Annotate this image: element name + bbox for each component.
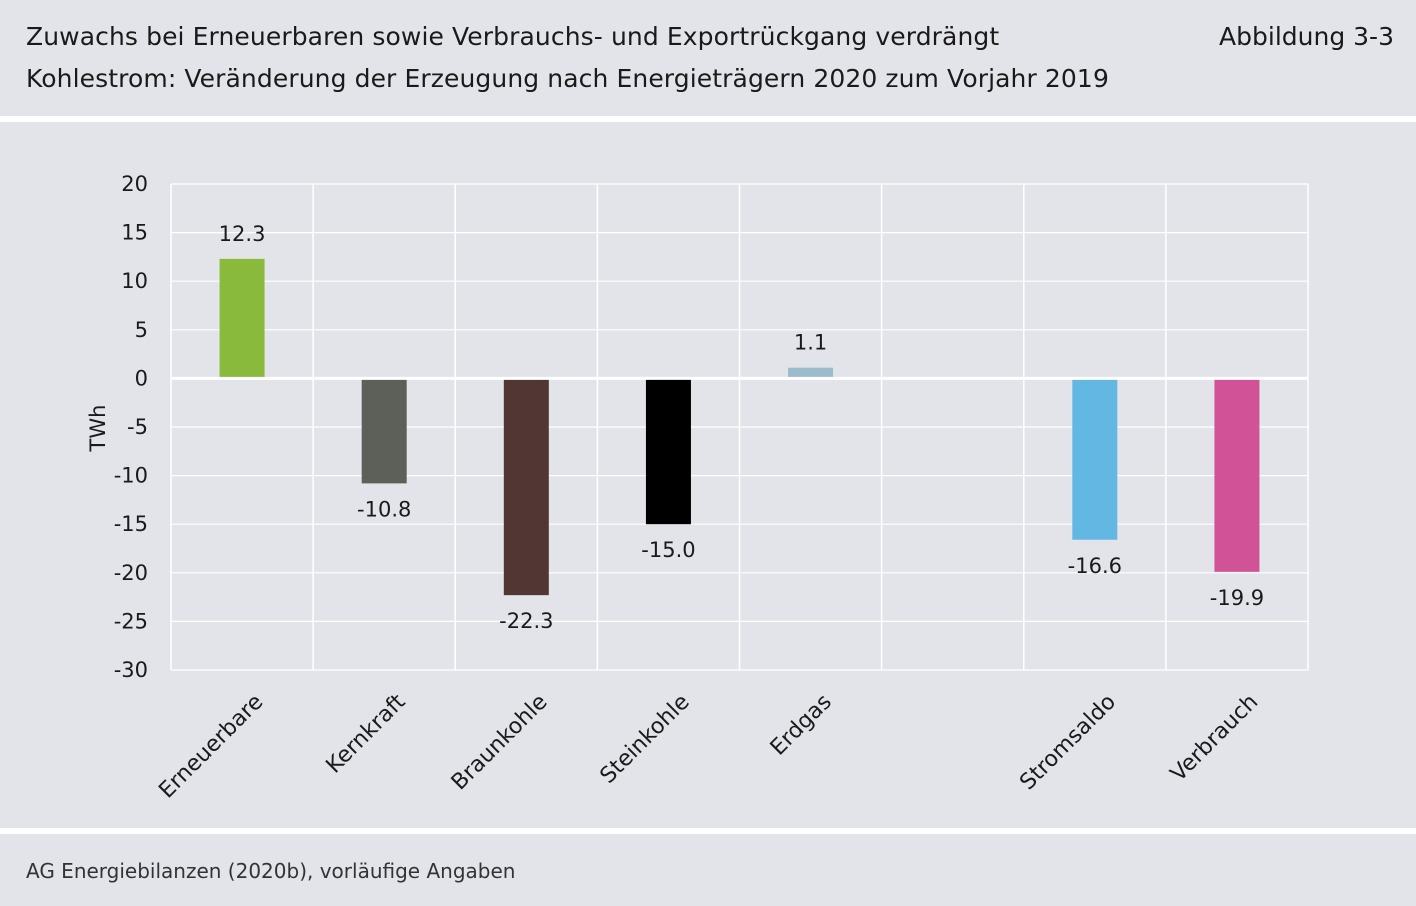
header: Zuwachs bei Erneuerbaren sowie Verbrauch… <box>0 0 1416 116</box>
bar <box>645 378 691 525</box>
data-label: -16.6 <box>1068 554 1122 578</box>
y-tick-label: 0 <box>135 366 148 390</box>
y-axis-label: TWh <box>86 405 110 453</box>
x-tick-label: Stromsaldo <box>1015 690 1121 796</box>
data-label: -19.9 <box>1210 586 1264 610</box>
bar-chart: 20 15 10 5 0 -5 -10 -15 -20 -25 -30 TWh 12.3 -10.8 -22… <box>86 172 1309 804</box>
y-tick-label: -20 <box>114 561 148 585</box>
y-tick-label: -25 <box>114 609 148 633</box>
chart-title-line-1: Zuwachs bei Erneuerbaren sowie Verbrauch… <box>26 22 1000 51</box>
chart-panel: 20 15 10 5 0 -5 -10 -15 -20 -25 -30 TWh 12.3 -10.8 -22… <box>0 122 1416 828</box>
data-label: 12.3 <box>219 222 266 246</box>
y-tick-label: -15 <box>114 512 148 536</box>
x-tick-label: Erneuerbare <box>154 690 268 804</box>
y-tick-label: -30 <box>114 658 148 682</box>
y-tick-label: 10 <box>121 269 148 293</box>
y-tick-label: 5 <box>135 318 148 342</box>
y-tick-label: 20 <box>121 172 148 196</box>
y-tick-label: -10 <box>114 464 148 488</box>
bar <box>1072 378 1118 540</box>
y-tick-label: 15 <box>121 221 148 245</box>
chart-title-line-2: Kohlestrom: Veränderung der Erzeugung na… <box>26 64 1109 93</box>
x-tick-label: Kernkraft <box>322 689 411 778</box>
bar <box>788 367 834 379</box>
bar <box>503 378 549 596</box>
footer: AG Energiebilanzen (2020b), vorläufige A… <box>0 834 1416 906</box>
data-label: -22.3 <box>499 609 553 633</box>
bar <box>219 258 265 379</box>
data-label: -10.8 <box>357 497 411 521</box>
data-label: -15.0 <box>641 538 695 562</box>
x-tick-label: Erdgas <box>766 690 837 761</box>
x-tick-label: Verbrauch <box>1166 690 1263 787</box>
x-tick-label: Steinkohle <box>596 690 695 789</box>
x-tick-label: Braunkohle <box>447 690 553 796</box>
data-label: 1.1 <box>794 331 827 355</box>
source-note: AG Energiebilanzen (2020b), vorläufige A… <box>26 859 516 883</box>
figure-label: Abbildung 3-3 <box>1219 22 1394 51</box>
bar <box>361 378 407 484</box>
y-tick-label: -5 <box>127 415 148 439</box>
bar <box>1214 378 1260 572</box>
